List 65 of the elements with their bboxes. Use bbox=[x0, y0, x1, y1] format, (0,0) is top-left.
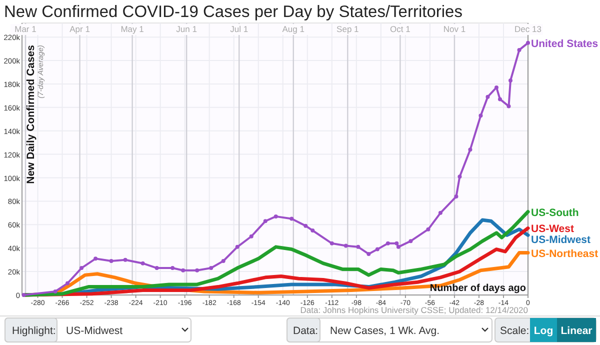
point bbox=[209, 266, 214, 270]
point bbox=[356, 244, 360, 249]
point bbox=[170, 266, 175, 270]
point bbox=[454, 194, 458, 199]
point bbox=[526, 40, 530, 45]
point bbox=[263, 219, 268, 224]
highlight-dropdown: Highlight: US-Midwest bbox=[4, 318, 192, 342]
scale-toggle: Scale: Log Linear bbox=[494, 318, 596, 342]
series-label: US-Northeast bbox=[531, 248, 599, 260]
point bbox=[181, 268, 186, 272]
point bbox=[394, 241, 399, 246]
point bbox=[494, 85, 498, 90]
point bbox=[506, 104, 511, 108]
x2-tick-label: Oct 1 bbox=[390, 24, 411, 34]
x2-tick-label: Dec 13 bbox=[514, 24, 542, 34]
point bbox=[154, 266, 159, 270]
point bbox=[195, 268, 200, 272]
point bbox=[508, 78, 512, 82]
x-axis-title: Number of days ago bbox=[430, 283, 526, 294]
point bbox=[274, 214, 278, 218]
x2-tick-label: May 1 bbox=[120, 24, 144, 34]
point bbox=[330, 241, 334, 246]
series-label: US-Midwest bbox=[531, 234, 592, 246]
point bbox=[386, 241, 390, 246]
series-label: United States bbox=[531, 38, 598, 50]
y-axis-title: New Daily Confirmed Cases bbox=[25, 44, 37, 184]
point bbox=[478, 114, 483, 118]
x2-tick-label: Sep 1 bbox=[336, 24, 360, 34]
point bbox=[22, 293, 26, 297]
point bbox=[408, 239, 413, 244]
point bbox=[66, 281, 70, 286]
point bbox=[304, 224, 308, 228]
point bbox=[80, 266, 84, 270]
point bbox=[498, 97, 502, 102]
chart-title: New Confirmed COVID-19 Cases per Day by States/Territories bbox=[4, 3, 462, 21]
point bbox=[366, 252, 371, 256]
point bbox=[375, 247, 380, 252]
data-dropdown: Data: New Cases, 1 Wk. Avg. bbox=[286, 318, 492, 342]
x2-tick-label: Jul 1 bbox=[230, 24, 248, 34]
point bbox=[486, 94, 490, 99]
point bbox=[468, 148, 472, 152]
point bbox=[396, 244, 400, 249]
point bbox=[438, 210, 442, 215]
x2-tick-label: Aug 1 bbox=[282, 24, 305, 34]
point bbox=[458, 174, 462, 179]
point bbox=[249, 234, 254, 238]
point bbox=[235, 244, 240, 249]
series-label: US-South bbox=[531, 206, 579, 219]
x2-tick-label: Nov 1 bbox=[443, 24, 466, 34]
point bbox=[140, 261, 145, 266]
point bbox=[344, 244, 348, 248]
point bbox=[290, 216, 294, 221]
point bbox=[53, 289, 58, 294]
point bbox=[94, 256, 98, 261]
point bbox=[123, 258, 128, 262]
point bbox=[109, 259, 114, 263]
point bbox=[221, 259, 226, 263]
point bbox=[517, 48, 522, 52]
text: Data: Johns Hopkins University CSSE; Updated: 12/14/2020 bbox=[300, 305, 528, 315]
x2-tick-label: Mar 1 bbox=[14, 24, 37, 34]
point bbox=[426, 227, 430, 232]
x2-tick-label: Apr 1 bbox=[70, 24, 90, 34]
series-label: US-West bbox=[531, 223, 574, 236]
x2-tick-label: Jun 1 bbox=[176, 24, 198, 34]
point bbox=[310, 228, 315, 233]
